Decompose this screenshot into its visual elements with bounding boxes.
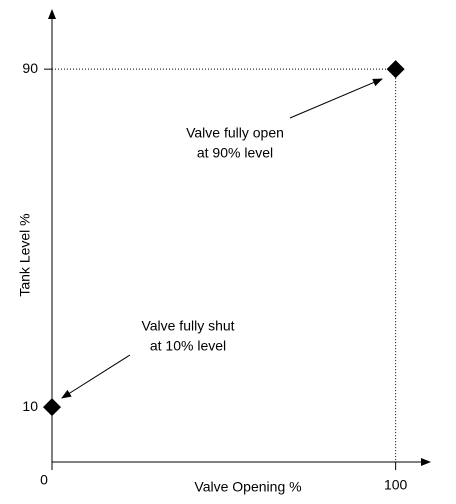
annotation-arrow bbox=[289, 78, 383, 119]
annotation: Valve fully open bbox=[186, 125, 284, 141]
y-tick-label: 10 bbox=[22, 398, 38, 414]
annotation-arrow bbox=[61, 354, 131, 399]
y-tick-label: 90 bbox=[22, 60, 38, 76]
x-axis-label: Valve Opening % bbox=[194, 479, 301, 495]
annotation: at 10% level bbox=[150, 338, 226, 354]
point bbox=[386, 60, 405, 79]
x-tick-label: 100 bbox=[384, 477, 408, 493]
annotation: at 90% level bbox=[197, 145, 273, 161]
point bbox=[43, 398, 61, 417]
x-tick-label: 0 bbox=[40, 472, 48, 488]
y-axis-label: Tank Level % bbox=[17, 213, 33, 296]
annotation: Valve fully shut bbox=[141, 318, 234, 334]
